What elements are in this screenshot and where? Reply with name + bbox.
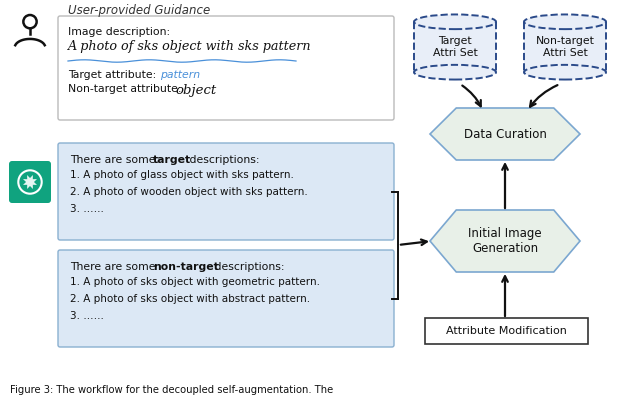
Text: 3. ……: 3. …… (70, 311, 104, 321)
FancyBboxPatch shape (9, 161, 51, 203)
Polygon shape (430, 210, 580, 272)
Polygon shape (430, 108, 580, 160)
Text: Data Curation: Data Curation (463, 128, 547, 141)
Ellipse shape (414, 15, 496, 29)
Ellipse shape (524, 15, 606, 29)
Ellipse shape (524, 65, 606, 79)
Text: Image description:: Image description: (68, 27, 170, 37)
Text: 3. ……: 3. …… (70, 204, 104, 214)
Text: Initial Image
Generation: Initial Image Generation (468, 227, 542, 255)
FancyBboxPatch shape (58, 16, 394, 120)
Text: 1. A photo of sks object with geometric pattern.: 1. A photo of sks object with geometric … (70, 277, 320, 287)
Text: Figure 3: The workflow for the decoupled self-augmentation. The: Figure 3: The workflow for the decoupled… (10, 385, 333, 395)
Text: 2. A photo of sks object with abstract pattern.: 2. A photo of sks object with abstract p… (70, 294, 310, 304)
Text: descriptions:: descriptions: (211, 262, 285, 272)
Polygon shape (23, 175, 37, 189)
Text: A photo of sks object with sks pattern: A photo of sks object with sks pattern (68, 40, 312, 53)
Ellipse shape (414, 65, 496, 79)
Text: User-provided Guidance: User-provided Guidance (68, 4, 211, 17)
Text: Non-target
Attri Set: Non-target Attri Set (536, 36, 595, 58)
Text: Non-target attribute:: Non-target attribute: (68, 84, 189, 94)
Text: non-target: non-target (153, 262, 219, 272)
Text: target: target (153, 155, 191, 165)
Text: pattern: pattern (160, 70, 200, 80)
Text: descriptions:: descriptions: (186, 155, 259, 165)
Text: Attribute Modification: Attribute Modification (446, 326, 567, 336)
FancyBboxPatch shape (58, 250, 394, 347)
Text: 1. A photo of glass object with sks pattern.: 1. A photo of glass object with sks patt… (70, 170, 294, 180)
FancyBboxPatch shape (58, 143, 394, 240)
FancyBboxPatch shape (425, 318, 588, 344)
Text: Target attribute:: Target attribute: (68, 70, 160, 80)
Text: There are some: There are some (70, 262, 159, 272)
Polygon shape (524, 22, 606, 72)
Text: 2. A photo of wooden object with sks pattern.: 2. A photo of wooden object with sks pat… (70, 187, 308, 197)
Polygon shape (414, 22, 496, 72)
Text: Target
Attri Set: Target Attri Set (433, 36, 477, 58)
Text: There are some: There are some (70, 155, 159, 165)
Text: object: object (175, 84, 216, 97)
